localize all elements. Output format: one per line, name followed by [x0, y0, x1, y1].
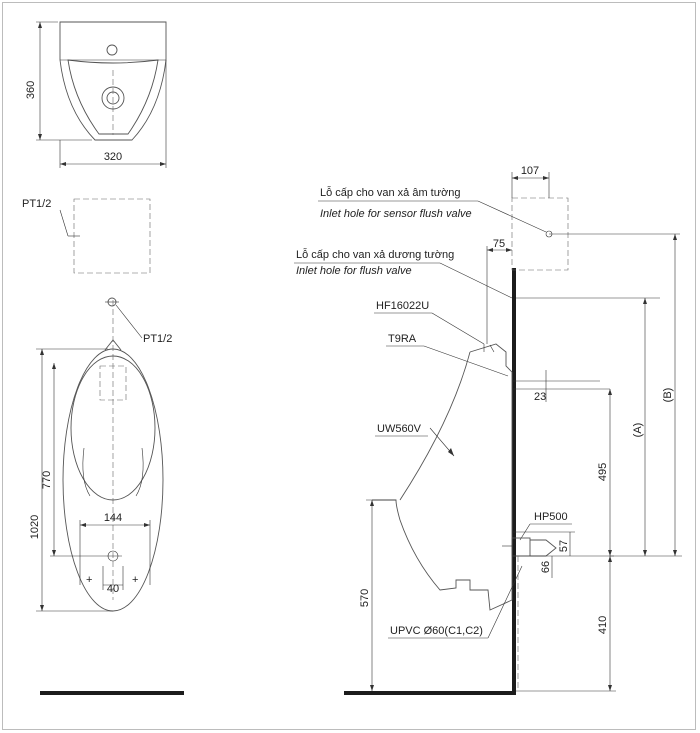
dim-570: 570: [359, 589, 371, 607]
dim-770: 770: [41, 471, 53, 489]
sensor-label-en: Inlet hole for sensor flush valve: [320, 208, 472, 220]
uw-label: UW560V: [377, 423, 422, 435]
dim-B: (B): [662, 388, 674, 403]
dim-320: 320: [104, 151, 122, 163]
side-floor: [344, 691, 516, 695]
pt-left-label: PT1/2: [22, 198, 51, 210]
sensor-label-vi: Lỗ cấp cho van xả âm tường: [320, 186, 461, 199]
dim-57: 57: [558, 540, 570, 552]
dim-107: 107: [521, 165, 539, 177]
svg-text:+: +: [132, 574, 138, 586]
dim-A: (A): [632, 423, 644, 438]
top-inlet-hole: [106, 44, 118, 56]
urinal-top-outline: [59, 21, 167, 141]
dim-1020: 1020: [29, 515, 41, 539]
svg-text:+: +: [86, 574, 92, 586]
front-view: PT1/2 PT1/2 1020 770 144: [22, 198, 184, 695]
side-view: 107 75 Lỗ cấp cho van xả âm tường Inlet …: [294, 165, 682, 695]
side-wall: [512, 268, 516, 695]
dim-410: 410: [597, 616, 609, 634]
urinal-side-outline: [372, 343, 513, 611]
upvc-label: UPVC Ø60(C1,C2): [390, 625, 483, 637]
dim-144: 144: [104, 512, 122, 524]
hf-label: HF16022U: [376, 300, 429, 312]
urinal-top-bowl: [67, 59, 159, 135]
dim-66: 66: [540, 561, 552, 573]
t9ra-label: T9RA: [388, 333, 417, 345]
urinal-side-front: [399, 351, 471, 501]
dim-75: 75: [493, 238, 505, 250]
dim-40: 40: [107, 583, 119, 595]
pt-right-label: PT1/2: [143, 333, 172, 345]
dim-495: 495: [597, 463, 609, 481]
dim-360: 360: [25, 81, 37, 99]
dim-23: 23: [534, 391, 546, 403]
hp-label: HP500: [534, 511, 568, 523]
valve-box: [73, 198, 151, 274]
front-floor: [40, 691, 184, 695]
flush-label-vi: Lỗ cấp cho van xả dương tường: [296, 248, 454, 261]
top-view: 360 320: [25, 21, 167, 168]
flush-label-en: Inlet hole for flush valve: [296, 265, 412, 277]
